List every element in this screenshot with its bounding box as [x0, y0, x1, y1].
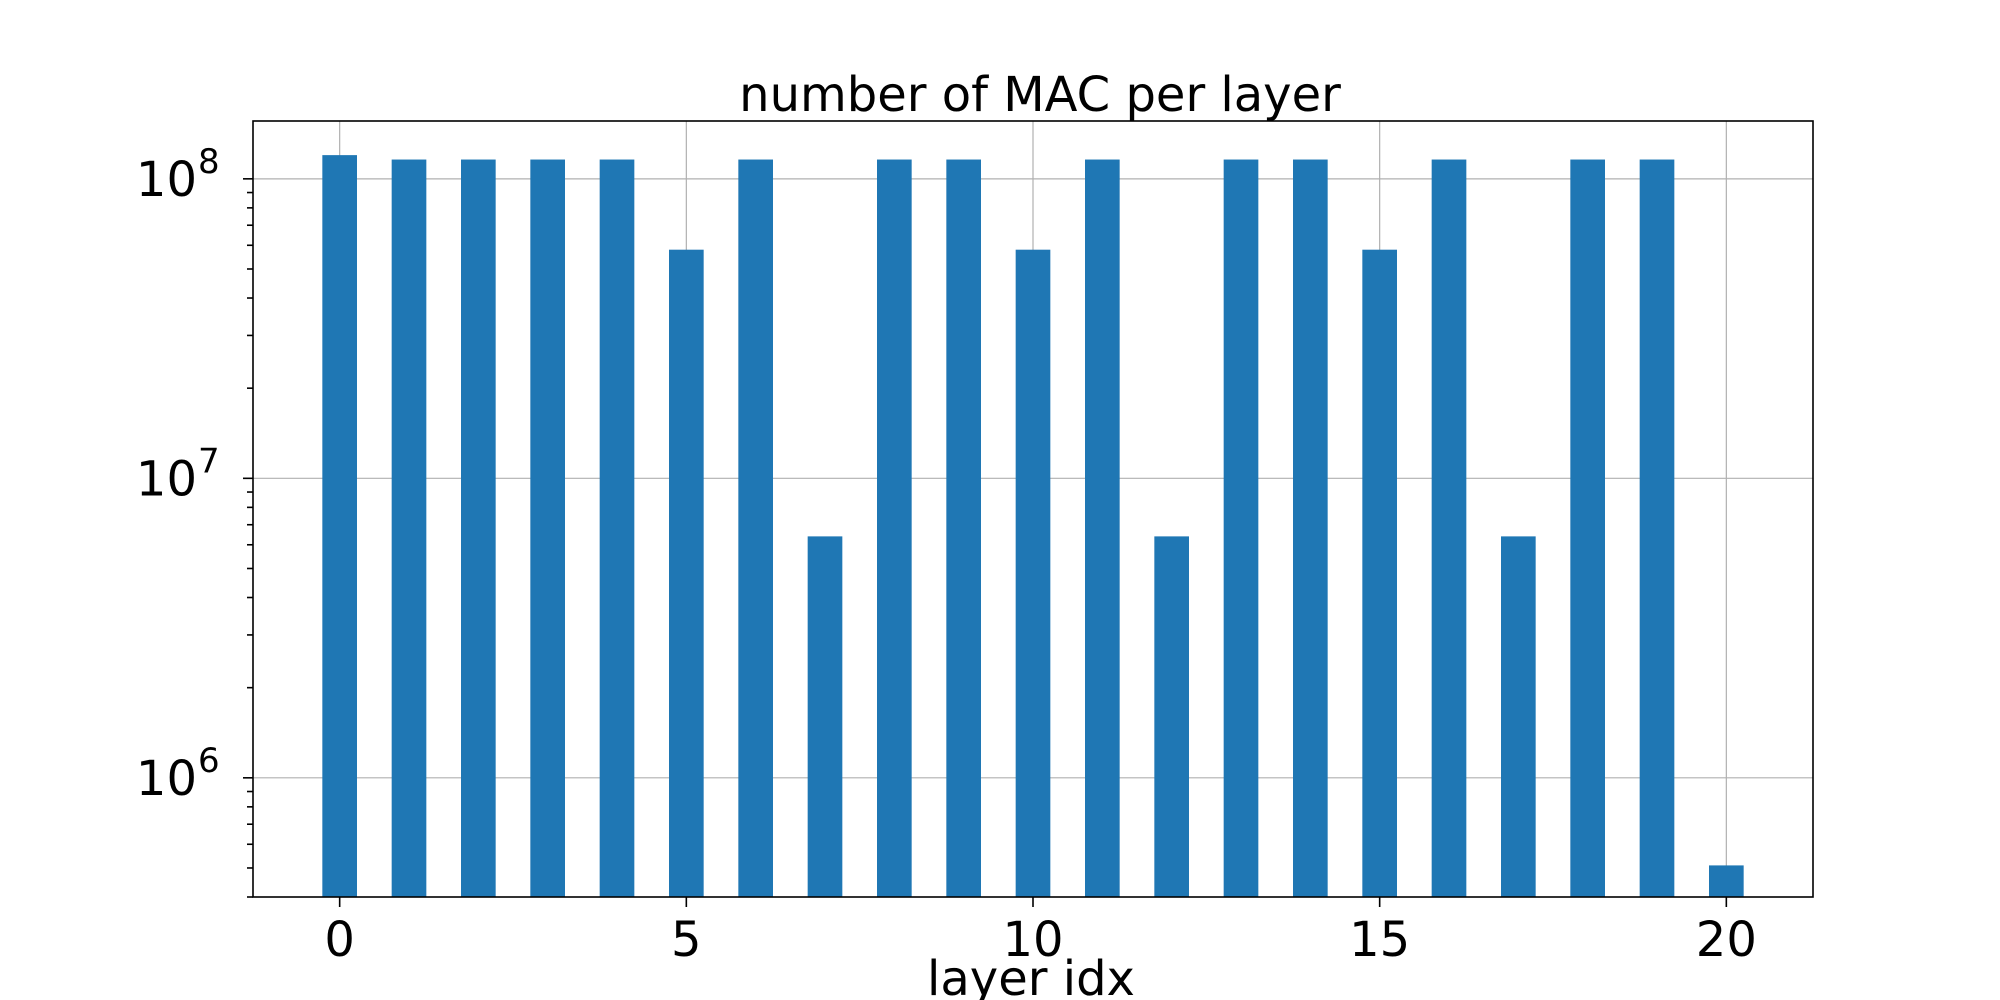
bar-layer-18: [1570, 159, 1605, 897]
x-tick-label: 15: [1349, 912, 1410, 968]
bar-layer-2: [461, 159, 496, 897]
x-tick-label: 20: [1696, 912, 1757, 968]
bar-layer-5: [669, 249, 704, 897]
bar-layer-10: [1015, 249, 1051, 897]
y-tick-label: 10: [136, 451, 197, 507]
bar-layer-17: [1501, 536, 1536, 897]
y-tick-exponent: 8: [198, 142, 220, 182]
bar-layer-9: [946, 159, 981, 897]
bar-layer-16: [1431, 159, 1467, 897]
y-tick-exponent: 6: [198, 741, 220, 781]
bar-layer-12: [1154, 536, 1189, 897]
bar-layer-13: [1223, 159, 1259, 897]
bars: [322, 155, 1744, 897]
plot-frame: [252, 120, 1814, 898]
x-tick-label: 10: [1002, 912, 1063, 968]
bar-layer-15: [1362, 249, 1397, 897]
bar-layer-0: [322, 155, 357, 897]
bar-layer-19: [1639, 159, 1675, 897]
bar-layer-3: [530, 159, 565, 897]
y-tick-label: 10: [136, 751, 197, 807]
bar-layer-4: [599, 159, 635, 897]
bar-layer-8: [877, 159, 912, 897]
bar-layer-1: [391, 159, 427, 897]
bar-layer-6: [738, 159, 773, 897]
bar-layer-14: [1293, 159, 1328, 897]
chart-title: number of MAC per layer: [739, 67, 1341, 123]
y-tick-label: 10: [136, 152, 197, 208]
x-axis-label: layer idx: [927, 951, 1135, 1000]
y-tick-exponent: 7: [198, 441, 220, 481]
bar-layer-11: [1085, 159, 1120, 897]
bar-layer-20: [1709, 865, 1744, 897]
bar-layer-7: [807, 536, 843, 897]
x-tick-label: 0: [324, 912, 355, 968]
x-tick-label: 5: [671, 912, 702, 968]
